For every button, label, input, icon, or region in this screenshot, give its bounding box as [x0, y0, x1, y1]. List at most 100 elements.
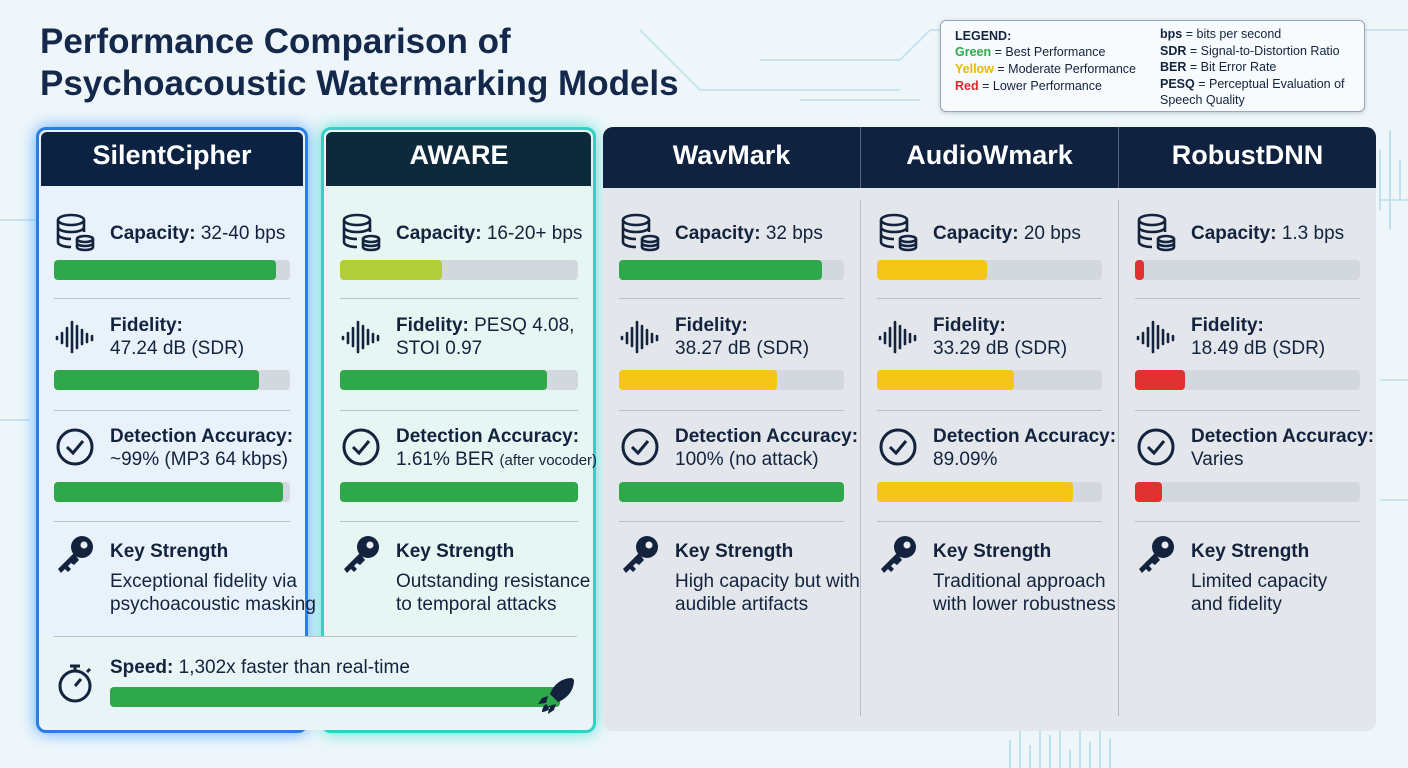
metric-icon: [877, 426, 919, 468]
row-separator: [340, 410, 578, 411]
metric-value: STOI 0.97: [396, 338, 483, 359]
metric-value: 100% (no attack): [675, 449, 819, 470]
metric-line: Detection Accuracy:: [110, 425, 293, 448]
others-header: [603, 127, 1376, 188]
speed-row-bg: [39, 637, 593, 730]
bar-fill: [619, 260, 822, 280]
row-separator: [54, 636, 577, 637]
metric-icon: [1135, 426, 1177, 468]
metric-icon: [340, 212, 382, 254]
metric-icon-graphic: [342, 213, 381, 252]
legend-box: LEGEND: Green = Best Performance Yellow = …: [940, 20, 1365, 112]
metric-value: 47.24 dB (SDR): [110, 338, 245, 359]
bar-fill: [877, 482, 1073, 502]
metric-icon-graphic: [621, 213, 660, 252]
metric-value: ~99% (MP3 64 kbps): [110, 449, 288, 470]
abbr-text: = Signal-to-Distortion Ratio: [1189, 43, 1340, 58]
metric-value: 33.29 dB (SDR): [933, 338, 1068, 359]
strength-icon-graphic: [881, 536, 916, 573]
header-aware: [326, 132, 591, 186]
metric-line: Capacity: 20 bps: [933, 222, 1081, 245]
legend-heading: LEGEND:: [955, 29, 1012, 43]
bar-fill: [340, 370, 548, 390]
metric-icon: [54, 426, 96, 468]
metric-icon-graphic: [620, 320, 659, 354]
strength-icon-graphic: [623, 536, 658, 573]
bar-fill: [877, 370, 1015, 390]
metric-value-below: 100% (no attack): [675, 448, 819, 471]
model-name: RobustDNN: [1171, 140, 1324, 170]
abbr-text: = bits per second: [1185, 27, 1282, 41]
metric-label: Fidelity:: [110, 315, 183, 336]
metric-icon: [340, 426, 382, 468]
strength-label: Key Strength: [396, 541, 515, 562]
bar-fill: [877, 260, 988, 280]
strength-text: audible artifacts: [675, 594, 809, 615]
metric-value: 18.49 dB (SDR): [1191, 338, 1326, 359]
abbr-text: = Perceptual Evaluation of Speech Qualit…: [1160, 76, 1345, 107]
metric-value: 1.61% BER: [396, 449, 495, 470]
strength-icon-graphic: [344, 536, 379, 573]
metric-label: Capacity:: [110, 223, 196, 244]
row-separator: [877, 410, 1102, 411]
metric-line: Detection Accuracy:: [396, 425, 579, 448]
metric-icon-graphic: [341, 320, 380, 354]
row-separator: [1135, 298, 1360, 299]
legend-color-label: Green: [955, 45, 992, 59]
legend-abbreviation: PESQ = Perceptual Evaluation of Speech Q…: [1160, 76, 1360, 108]
metric-value: 20 bps: [1023, 223, 1081, 244]
metric-icon: [340, 316, 382, 358]
row-separator: [54, 298, 290, 299]
metric-line: Fidelity:: [1191, 314, 1264, 337]
legend-color-label: Red: [955, 79, 979, 93]
metric-icon: [619, 316, 661, 358]
strength-text: Limited capacity: [1191, 571, 1328, 592]
metric-icon-graphic: [879, 213, 918, 252]
strength-icon: [54, 534, 96, 576]
metric-value-below: 89.09%: [933, 448, 997, 471]
metric-value-below: 33.29 dB (SDR): [933, 337, 1067, 360]
bar-fill: [1135, 260, 1144, 280]
metric-value-below: STOI 0.97: [396, 337, 482, 360]
metric-line: Speed: 1,302x faster than real-time: [110, 656, 410, 679]
header-silentcipher: [41, 132, 303, 186]
legend-color-label: Yellow: [955, 62, 994, 76]
metric-label: Detection Accuracy:: [1191, 426, 1375, 447]
strength-label: Key Strength: [110, 541, 229, 562]
metric-icon-graphic: [55, 320, 94, 354]
metric-label: Capacity:: [933, 223, 1019, 244]
legend-abbreviation: BER = Bit Error Rate: [1160, 59, 1360, 75]
metric-line: Fidelity: PESQ 4.08,: [396, 314, 574, 337]
bar-fill: [54, 482, 283, 502]
bar-fill: [340, 260, 443, 280]
metric-value: Varies: [1191, 449, 1244, 470]
metric-line: Capacity: 32 bps: [675, 222, 823, 245]
metric-icon-graphic: [879, 428, 917, 466]
rocket-icon: [536, 674, 578, 716]
strength-icon: [340, 534, 382, 576]
metric-icon-graphic: [621, 428, 659, 466]
metric-icon-graphic: [878, 320, 917, 354]
metric-icon: [619, 212, 661, 254]
metric-value: PESQ 4.08,: [474, 315, 575, 336]
legend-abbreviation: bps = bits per second: [1160, 26, 1360, 42]
model-name: AWARE: [409, 140, 509, 170]
speed-icon: [54, 662, 96, 704]
bar-fill: [619, 370, 777, 390]
legend-item: Green = Best Performance: [955, 45, 1105, 59]
metric-line: Detection Accuracy:: [1191, 425, 1374, 448]
metric-label: Detection Accuracy:: [933, 426, 1117, 447]
row-separator: [619, 521, 844, 522]
metric-label: Capacity:: [675, 223, 761, 244]
rocket-icon-graphic: [538, 678, 574, 714]
metric-line: Capacity: 1.3 bps: [1191, 222, 1344, 245]
strength-icon: [877, 534, 919, 576]
metric-label: Fidelity:: [933, 315, 1006, 336]
metric-line: Fidelity:: [675, 314, 748, 337]
model-name: AudioWmark: [906, 140, 1073, 170]
bar-fill: [619, 482, 844, 502]
metric-value-below: ~99% (MP3 64 kbps): [110, 448, 288, 471]
metric-value: 1,302x faster than real-time: [178, 657, 410, 678]
highlight-card-silentcipher: [36, 127, 308, 733]
